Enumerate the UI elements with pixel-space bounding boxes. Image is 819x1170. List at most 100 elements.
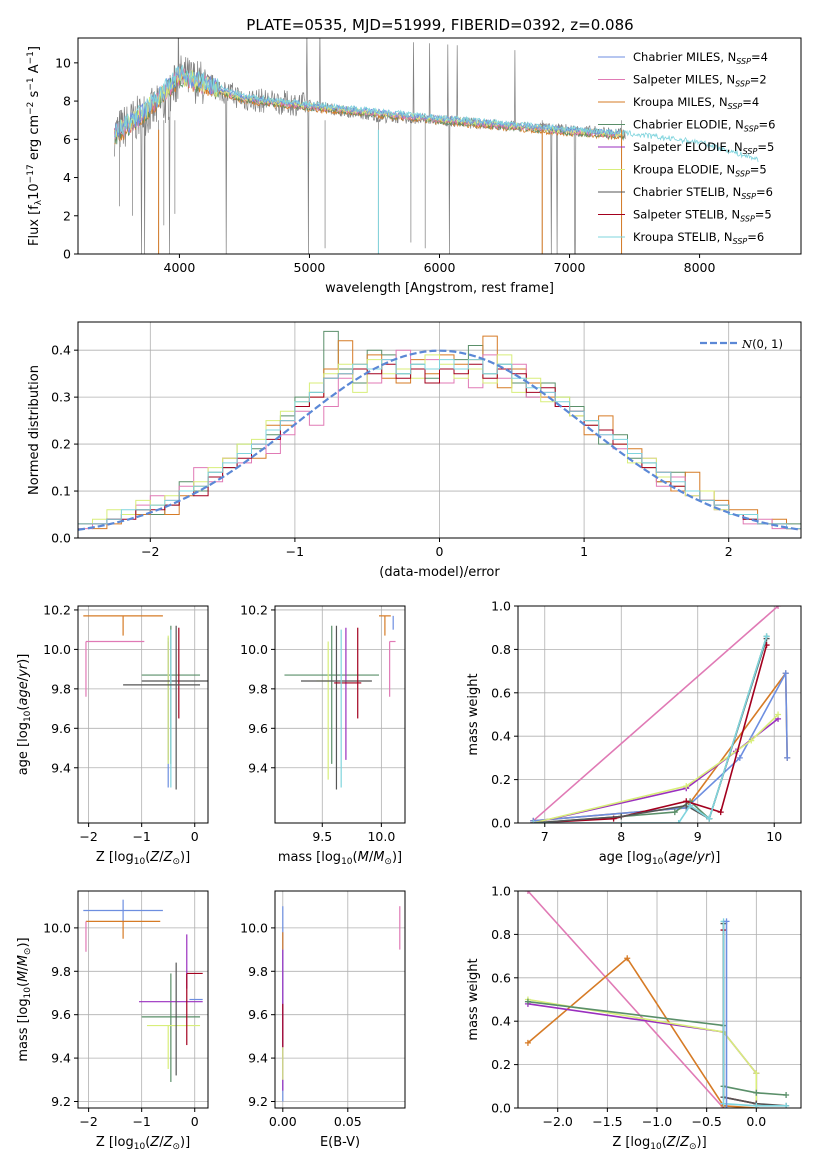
x-axis-label: mass [log10(M/M⊙)] bbox=[278, 850, 402, 867]
x-axis-label: Z [log10(Z/Z⊙)] bbox=[612, 1135, 706, 1152]
weight-point-marker bbox=[618, 813, 625, 820]
x-tick-label: 5000 bbox=[294, 260, 326, 275]
y-tick-label: 0.6 bbox=[491, 970, 511, 985]
y-axis-label: Normed distribution bbox=[27, 365, 42, 495]
y-tick-label: 8 bbox=[63, 94, 71, 109]
weight-point-marker bbox=[775, 711, 782, 718]
y-tick-label: 0.4 bbox=[51, 343, 71, 358]
weight-series-line bbox=[722, 923, 787, 1107]
weight-series-line bbox=[722, 930, 757, 1105]
axes-frame bbox=[274, 605, 406, 824]
x-axis-label: wavelength [Angstrom, rest frame] bbox=[325, 281, 554, 296]
weight-point-marker bbox=[624, 955, 631, 962]
plot-area bbox=[114, 38, 759, 254]
y-tick-label: 9.6 bbox=[248, 721, 268, 736]
y-tick-label: 10.0 bbox=[43, 920, 71, 935]
x-axis-label: Z [log10(Z/Z⊙)] bbox=[96, 1135, 190, 1152]
y-tick-label: 9.8 bbox=[248, 681, 268, 696]
x-tick-label: −0.5 bbox=[691, 1114, 721, 1129]
axes-frame bbox=[517, 605, 802, 824]
weight-series-line bbox=[527, 891, 725, 1108]
model-spectrum-line bbox=[114, 64, 759, 163]
plot-area bbox=[282, 906, 401, 1102]
x-tick-label: 10 bbox=[766, 829, 782, 844]
weight-point-marker bbox=[683, 783, 690, 790]
x-tick-label: −1 bbox=[132, 829, 150, 844]
weight-point-marker bbox=[753, 1070, 760, 1077]
y-tick-label: 0.4 bbox=[491, 1014, 511, 1029]
y-axis-label: mass [log10(M/M⊙)] bbox=[16, 937, 33, 1061]
y-tick-label: 9.6 bbox=[51, 1007, 71, 1022]
x-tick-label: 1 bbox=[580, 544, 588, 559]
x-tick-label: 0 bbox=[436, 544, 444, 559]
plot-area bbox=[524, 891, 790, 1108]
y-tick-label: 9.2 bbox=[51, 1094, 71, 1109]
y-tick-label: 2 bbox=[63, 208, 71, 223]
plot-area bbox=[83, 899, 203, 1082]
y-tick-label: 1.0 bbox=[491, 884, 511, 899]
weight-point-marker bbox=[753, 1089, 760, 1096]
y-tick-label: 9.6 bbox=[248, 1007, 268, 1022]
panel-age-vs-Z: −2 −1 0 9.4 9.6 9.8 10.0 10.2 Z [log10(Z/Z⊙)] age… bbox=[16, 602, 209, 867]
y-tick-label: 6 bbox=[63, 132, 71, 147]
x-tick-label: 2 bbox=[725, 544, 733, 559]
x-axis-label: E(B-V) bbox=[320, 1135, 360, 1150]
panel-weight-vs-Z: −2.0 −1.5 −1.0 −0.5 0.0 0.0 0.2 0.4 0.6 0.8 1.0 Z [… bbox=[466, 884, 802, 1152]
plot-area bbox=[530, 606, 791, 823]
legend-entry: Chabrier ELODIE, NSSP=6 bbox=[633, 118, 775, 134]
weight-point-marker bbox=[524, 998, 531, 1005]
legend-entry: Kroupa STELIB, NSSP=6 bbox=[633, 230, 764, 246]
x-tick-label: 0.05 bbox=[334, 1114, 362, 1129]
weight-series-line bbox=[527, 957, 757, 1108]
x-tick-label: 0 bbox=[191, 829, 199, 844]
x-tick-label: 9 bbox=[694, 829, 702, 844]
legend-entry: Salpeter ELODIE, NSSP=5 bbox=[633, 140, 774, 156]
weight-point-marker bbox=[706, 815, 713, 822]
y-tick-label: 1.0 bbox=[491, 599, 511, 614]
y-tick-label: 0.8 bbox=[491, 642, 511, 657]
weight-point-marker bbox=[783, 1091, 790, 1098]
x-axis-label: age [log10(age/yr)] bbox=[599, 850, 721, 867]
chart-title: PLATE=0535, MJD=51999, FIBERID=0392, z=0… bbox=[246, 16, 633, 34]
y-tick-label: 4 bbox=[63, 170, 71, 185]
panel-age-vs-mass: 9.5 10.0 9.4 9.6 9.8 10.0 10.2 mass [log10(M/M⊙… bbox=[240, 602, 406, 867]
y-tick-label: 9.8 bbox=[248, 964, 268, 979]
y-tick-label: 0.2 bbox=[51, 437, 71, 452]
weight-point-marker bbox=[524, 891, 531, 894]
x-tick-label: −2 bbox=[141, 544, 159, 559]
weight-point-marker bbox=[723, 1105, 730, 1108]
x-tick-label: −1.5 bbox=[592, 1114, 622, 1129]
axes-frame bbox=[517, 890, 802, 1109]
weight-point-marker bbox=[687, 802, 694, 809]
y-tick-label: 0.4 bbox=[491, 729, 511, 744]
legend-entry: Chabrier MILES, NSSP=4 bbox=[633, 50, 768, 66]
panel-spectrum: 4000 5000 6000 7000 8000 0 2 4 6 8 10 wavelength [A… bbox=[26, 37, 802, 296]
y-tick-label: 0.8 bbox=[491, 927, 511, 942]
weight-series-line bbox=[533, 713, 779, 823]
axes-frame bbox=[77, 605, 209, 824]
x-tick-label: 10.0 bbox=[367, 829, 395, 844]
weight-point-marker bbox=[784, 754, 791, 761]
y-axis-label: mass weight bbox=[466, 673, 481, 755]
x-tick-label: −1 bbox=[286, 544, 304, 559]
y-tick-label: 0.1 bbox=[51, 484, 71, 499]
x-tick-label: 8 bbox=[617, 829, 625, 844]
y-tick-label: 9.2 bbox=[248, 1094, 268, 1109]
x-tick-label: 9.5 bbox=[312, 829, 332, 844]
panel-residuals: −2 −1 0 1 2 0.0 0.1 0.2 0.3 0.4 (data-model)/error… bbox=[27, 321, 802, 580]
plot-area bbox=[284, 615, 396, 790]
weight-point-marker bbox=[748, 737, 755, 744]
y-tick-label: 10.0 bbox=[240, 920, 268, 935]
x-tick-label: 7000 bbox=[554, 260, 586, 275]
panel-weight-vs-age: 7 8 9 10 0.0 0.2 0.4 0.6 0.8 1.0 age [log10(age/yr… bbox=[466, 599, 802, 867]
histogram-series bbox=[78, 359, 801, 538]
axes-frame bbox=[274, 890, 406, 1109]
x-tick-label: −2 bbox=[79, 1114, 97, 1129]
y-tick-label: 0.0 bbox=[491, 816, 511, 831]
y-tick-label: 0.6 bbox=[491, 685, 511, 700]
panel-mass-vs-EBV: 0.00 0.05 9.2 9.4 9.6 9.8 10.0 E(B-V) bbox=[240, 890, 406, 1150]
legend-entry: Salpeter MILES, NSSP=2 bbox=[633, 73, 767, 89]
y-tick-label: 0.2 bbox=[491, 772, 511, 787]
legend-entry: Kroupa MILES, NSSP=4 bbox=[633, 95, 759, 111]
plot-area bbox=[78, 330, 801, 538]
